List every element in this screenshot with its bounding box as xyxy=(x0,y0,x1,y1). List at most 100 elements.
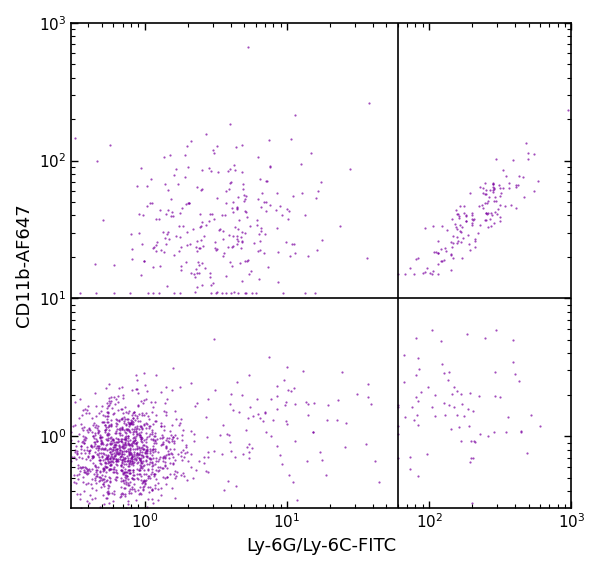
Point xyxy=(70,445,80,454)
Point xyxy=(130,438,139,447)
Point xyxy=(122,456,132,465)
Point xyxy=(62,407,71,416)
Point xyxy=(134,410,144,419)
Point xyxy=(71,478,80,487)
Point xyxy=(124,460,134,469)
Point xyxy=(167,436,176,445)
Point xyxy=(170,508,179,517)
Point xyxy=(480,179,490,188)
Point xyxy=(102,408,112,417)
Point xyxy=(82,406,92,415)
Point xyxy=(335,221,345,230)
Point xyxy=(120,414,130,424)
Point xyxy=(104,425,114,434)
Point xyxy=(134,450,143,459)
Point xyxy=(109,446,118,455)
Point xyxy=(234,408,244,417)
Point xyxy=(142,459,152,469)
Point xyxy=(85,467,95,476)
Point xyxy=(118,476,128,485)
Point xyxy=(449,402,459,412)
Point xyxy=(489,428,499,437)
Point xyxy=(128,466,138,475)
Point xyxy=(100,455,110,464)
Point xyxy=(161,240,170,249)
Point xyxy=(166,430,176,439)
Point xyxy=(218,252,228,261)
Point xyxy=(93,463,103,472)
Point xyxy=(104,488,113,498)
Point xyxy=(393,402,403,412)
Point xyxy=(93,441,103,450)
Point xyxy=(100,457,110,466)
Point xyxy=(119,454,129,463)
Point xyxy=(110,442,119,451)
Point xyxy=(467,209,477,218)
Point xyxy=(87,428,97,437)
Point xyxy=(117,455,127,465)
Point xyxy=(503,412,513,421)
Point xyxy=(190,270,199,279)
Point xyxy=(62,443,71,452)
Point xyxy=(85,498,94,507)
Point xyxy=(143,453,152,462)
Point xyxy=(107,459,116,469)
Point xyxy=(217,449,226,458)
Point xyxy=(119,453,128,462)
Point xyxy=(110,429,120,438)
Point xyxy=(201,467,211,476)
Point xyxy=(110,288,119,298)
Point xyxy=(113,449,122,458)
Point xyxy=(147,430,157,439)
Point xyxy=(103,430,113,439)
Point xyxy=(151,246,160,255)
Point xyxy=(273,247,283,256)
Point xyxy=(467,498,476,507)
Point xyxy=(62,488,71,498)
Point xyxy=(422,264,431,273)
Point xyxy=(127,451,137,460)
Point xyxy=(152,416,161,425)
Point xyxy=(138,482,148,491)
Point xyxy=(132,464,142,473)
Point xyxy=(125,445,134,454)
Point xyxy=(490,392,500,401)
Point xyxy=(265,162,274,172)
Point xyxy=(146,454,156,463)
Point xyxy=(400,413,409,422)
Point xyxy=(124,480,133,489)
Point xyxy=(120,434,130,443)
Point xyxy=(142,469,151,478)
Point xyxy=(301,398,311,407)
Point xyxy=(116,474,126,483)
Point xyxy=(162,508,172,517)
Point xyxy=(467,219,477,228)
Point xyxy=(406,263,415,272)
Point xyxy=(278,210,287,219)
Point xyxy=(118,424,127,433)
Point xyxy=(123,447,133,456)
Point xyxy=(446,251,455,260)
Point xyxy=(131,431,141,440)
Point xyxy=(107,503,117,512)
Point xyxy=(121,468,131,477)
Point xyxy=(412,410,421,420)
Point xyxy=(113,454,123,463)
Point xyxy=(108,409,118,418)
Point xyxy=(106,465,115,474)
Point xyxy=(124,499,133,508)
Point xyxy=(173,449,182,458)
Point xyxy=(135,432,145,441)
Point xyxy=(136,462,146,471)
Point xyxy=(179,452,188,461)
Point xyxy=(76,442,86,451)
Point xyxy=(151,444,160,453)
Point xyxy=(148,447,158,457)
Point xyxy=(495,192,505,201)
Point xyxy=(148,461,157,470)
Point xyxy=(220,485,229,494)
Point xyxy=(62,481,71,490)
Point xyxy=(135,422,145,431)
Point xyxy=(139,395,149,404)
Point xyxy=(103,404,112,413)
